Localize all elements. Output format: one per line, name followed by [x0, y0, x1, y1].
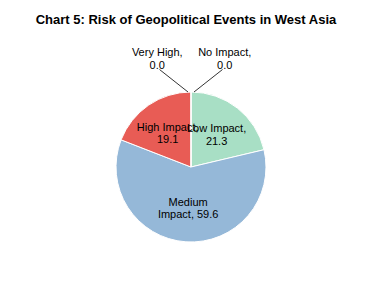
html-text:Chart 5: Risk of Geopolitical: Chart 5: Risk of Geopolitical Events in … — [35, 12, 337, 27]
svg-text:No Impact,0.0: No Impact,0.0 — [198, 46, 251, 71]
html-text:21.3: 21.3 — [205, 135, 228, 147]
svg-text:High Impact,19.1: High Impact,19.1 — [137, 121, 199, 146]
html-text:Low Impact,: Low Impact, — [186, 122, 247, 135]
svg-text:Very High,0.0: Very High,0.0 — [132, 46, 183, 71]
svg-text:MediumImpact, 59.6: MediumImpact, 59.6 — [158, 196, 219, 221]
